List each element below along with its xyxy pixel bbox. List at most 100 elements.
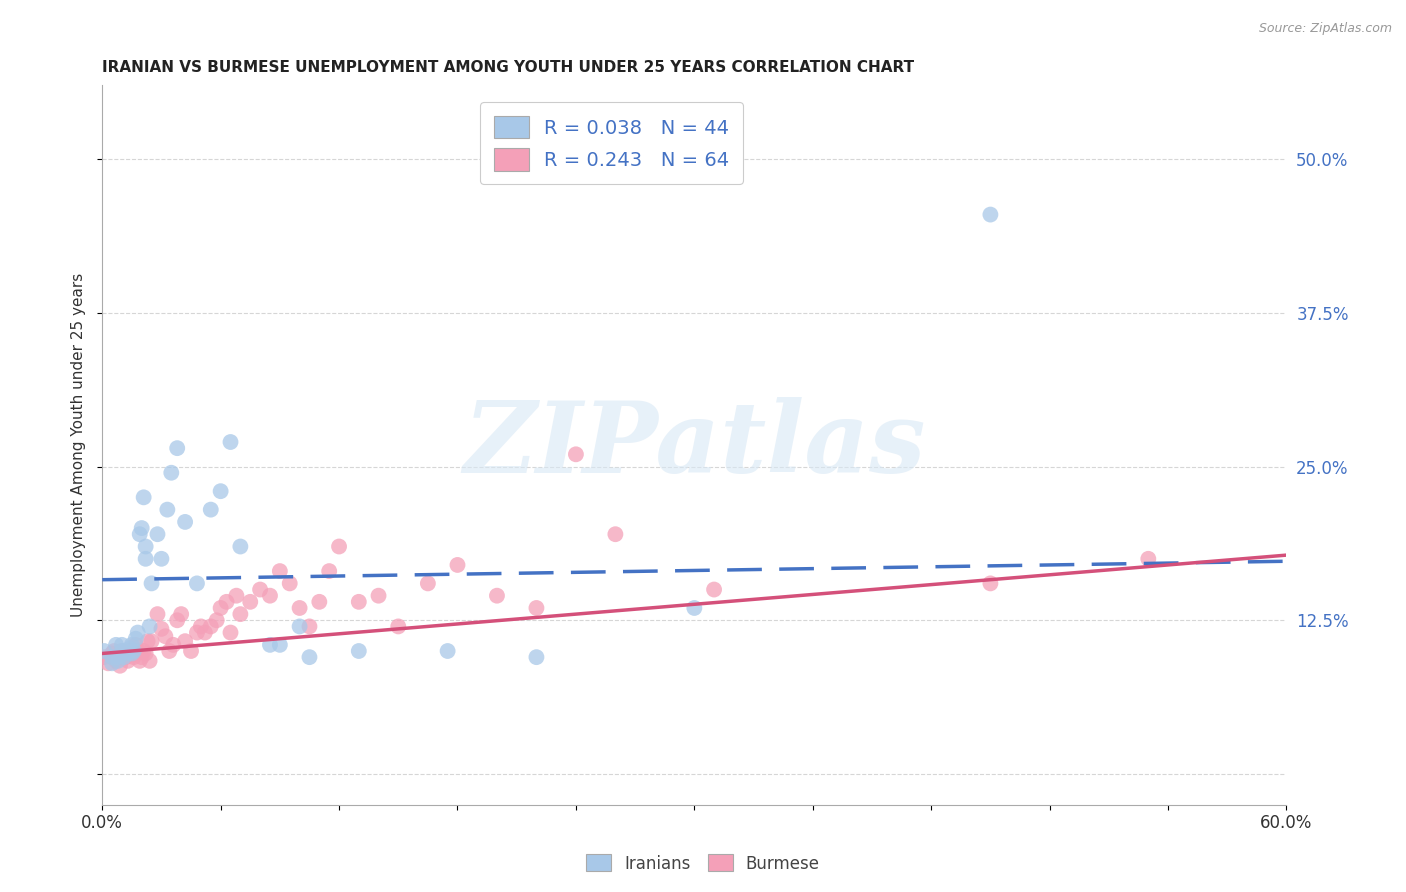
Point — [416, 576, 439, 591]
Point — [132, 491, 155, 505]
Point — [347, 595, 370, 609]
Point — [122, 650, 145, 665]
Text: IRANIAN VS BURMESE UNEMPLOYMENT AMONG YOUTH UNDER 25 YEARS CORRELATION CHART: IRANIAN VS BURMESE UNEMPLOYMENT AMONG YO… — [103, 60, 914, 75]
Point — [190, 619, 212, 633]
Point — [135, 647, 157, 661]
Point — [155, 629, 177, 643]
Point — [174, 634, 197, 648]
Point — [93, 650, 115, 665]
Point — [215, 595, 238, 609]
Point — [135, 540, 157, 554]
Point — [683, 601, 706, 615]
Point — [117, 654, 139, 668]
Point — [436, 644, 458, 658]
Point — [125, 632, 148, 646]
Point — [105, 654, 128, 668]
Point — [219, 435, 242, 450]
Point — [107, 650, 129, 665]
Point — [174, 515, 197, 529]
Point — [111, 638, 134, 652]
Point — [115, 644, 138, 658]
Point — [1137, 551, 1160, 566]
Legend: Iranians, Burmese: Iranians, Burmese — [579, 847, 827, 880]
Point — [128, 527, 150, 541]
Point — [128, 654, 150, 668]
Point — [112, 647, 135, 661]
Point — [605, 527, 627, 541]
Point — [146, 607, 169, 621]
Point — [125, 638, 148, 652]
Point — [166, 613, 188, 627]
Point — [328, 540, 350, 554]
Point — [112, 650, 135, 665]
Point — [288, 601, 311, 615]
Point — [105, 638, 128, 652]
Point — [107, 654, 129, 668]
Point — [308, 595, 330, 609]
Point — [229, 607, 252, 621]
Point — [138, 654, 160, 668]
Point — [141, 634, 163, 648]
Point — [979, 576, 1001, 591]
Point — [186, 576, 208, 591]
Point — [93, 644, 115, 658]
Point — [141, 576, 163, 591]
Point — [146, 527, 169, 541]
Point — [166, 441, 188, 455]
Point — [115, 650, 138, 665]
Point — [298, 619, 321, 633]
Point — [446, 558, 468, 572]
Point — [101, 657, 124, 671]
Point — [122, 644, 145, 658]
Point — [269, 564, 291, 578]
Point — [367, 589, 389, 603]
Point — [180, 644, 202, 658]
Point — [108, 658, 131, 673]
Point — [526, 650, 548, 665]
Point — [121, 647, 143, 661]
Point — [132, 644, 155, 658]
Point — [127, 625, 149, 640]
Point — [979, 208, 1001, 222]
Point — [200, 619, 222, 633]
Text: ZIPatlas: ZIPatlas — [463, 397, 925, 493]
Point — [101, 647, 124, 661]
Text: Source: ZipAtlas.com: Source: ZipAtlas.com — [1258, 22, 1392, 36]
Point — [156, 502, 179, 516]
Point — [269, 638, 291, 652]
Point — [157, 644, 180, 658]
Point — [131, 521, 153, 535]
Point — [219, 625, 242, 640]
Point — [118, 644, 141, 658]
Point — [136, 634, 159, 648]
Point — [565, 447, 588, 461]
Legend: R = 0.038   N = 44, R = 0.243   N = 64: R = 0.038 N = 44, R = 0.243 N = 64 — [479, 103, 742, 185]
Point — [703, 582, 725, 597]
Point — [138, 619, 160, 633]
Point — [121, 638, 143, 652]
Point — [298, 650, 321, 665]
Point — [200, 502, 222, 516]
Point — [162, 638, 184, 652]
Point — [259, 589, 281, 603]
Point — [170, 607, 193, 621]
Point — [111, 644, 134, 658]
Point — [160, 466, 183, 480]
Point — [118, 641, 141, 656]
Point — [347, 644, 370, 658]
Point — [150, 622, 173, 636]
Point — [209, 601, 232, 615]
Point — [225, 589, 247, 603]
Point — [485, 589, 508, 603]
Point — [526, 601, 548, 615]
Y-axis label: Unemployment Among Youth under 25 years: Unemployment Among Youth under 25 years — [72, 273, 86, 617]
Point — [209, 484, 232, 499]
Point — [107, 650, 129, 665]
Point — [97, 657, 120, 671]
Point — [150, 551, 173, 566]
Point — [259, 638, 281, 652]
Point — [205, 613, 228, 627]
Point — [111, 644, 134, 658]
Point — [239, 595, 262, 609]
Point — [288, 619, 311, 633]
